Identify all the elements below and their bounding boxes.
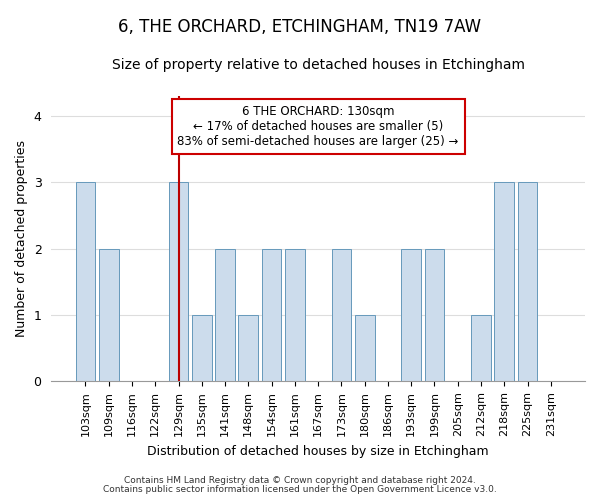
X-axis label: Distribution of detached houses by size in Etchingham: Distribution of detached houses by size … (148, 444, 489, 458)
Text: Contains public sector information licensed under the Open Government Licence v3: Contains public sector information licen… (103, 484, 497, 494)
Y-axis label: Number of detached properties: Number of detached properties (15, 140, 28, 338)
Bar (425, 249, 445, 382)
Bar (215, 249, 235, 382)
Text: Contains HM Land Registry data © Crown copyright and database right 2024.: Contains HM Land Registry data © Crown c… (124, 476, 476, 485)
Bar (262, 249, 281, 382)
Bar (76, 182, 95, 382)
Bar (401, 249, 421, 382)
Bar (99, 249, 119, 382)
Bar (238, 315, 258, 382)
Text: 6, THE ORCHARD, ETCHINGHAM, TN19 7AW: 6, THE ORCHARD, ETCHINGHAM, TN19 7AW (118, 18, 482, 36)
Text: 6 THE ORCHARD: 130sqm
← 17% of detached houses are smaller (5)
83% of semi-detac: 6 THE ORCHARD: 130sqm ← 17% of detached … (178, 105, 459, 148)
Bar (332, 249, 352, 382)
Bar (518, 182, 538, 382)
Bar (192, 315, 212, 382)
Title: Size of property relative to detached houses in Etchingham: Size of property relative to detached ho… (112, 58, 524, 71)
Bar (471, 315, 491, 382)
Bar (285, 249, 305, 382)
Bar (169, 182, 188, 382)
Bar (494, 182, 514, 382)
Bar (355, 315, 374, 382)
